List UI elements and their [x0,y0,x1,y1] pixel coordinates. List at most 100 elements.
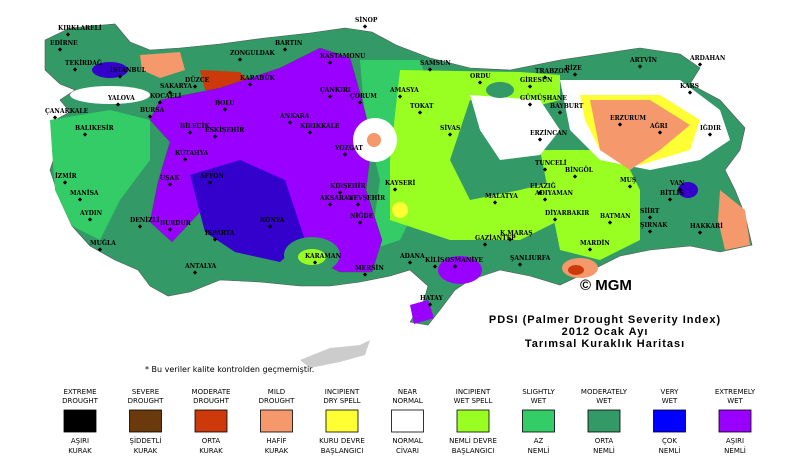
city-marker [407,260,413,265]
city-label: SİİRT [640,208,660,215]
region-extremely-wet [678,182,698,198]
city-marker [307,130,313,135]
legend-label-tr: ÇOK [662,437,677,445]
city-marker [552,217,558,222]
city-label: ADANA [399,253,425,260]
city-marker [182,157,188,162]
city-marker [72,67,78,72]
legend-label-en: DROUGHT [128,397,165,405]
city-label: TEKİRDAĞ [65,59,102,67]
region-mild-drought [718,190,750,250]
legend-label-tr: KURAK [68,447,92,455]
turkey-map [44,23,753,368]
city-marker [65,32,71,37]
city-marker [362,272,368,277]
city-marker [82,132,88,137]
legend-label-tr: BAŞLANGICI [452,447,495,455]
city-marker [237,57,243,62]
city-marker [657,130,663,135]
city-marker [52,115,58,120]
legend-label-tr: NEMLİ [593,446,615,455]
city-label: KİLİS [425,257,444,264]
legend-label-en: DROUGHT [193,397,230,405]
legend-label-en: MILD [268,388,285,396]
legend-label-tr: HAFİF [266,436,286,445]
legend-label-tr: NORMAL [392,437,422,445]
city-marker [247,82,253,87]
legend-label-en: MODERATELY [581,388,628,396]
city-label: YALOVA [107,95,135,102]
city-label: ERZİNCAN [530,130,568,137]
city-marker [542,197,548,202]
city-marker [482,242,488,247]
city-label: KASTAMONU [320,53,366,60]
city-marker [587,247,593,252]
city-label: MERSİN [355,265,384,272]
city-marker [697,230,703,235]
legend-label-en: WET [662,397,678,405]
region-incipient-wet [540,150,640,260]
city-label: KONYA [260,217,285,224]
region-incipient-dry [392,202,408,218]
title-line: Tarımsal Kuraklık Haritası [525,338,685,350]
city-label: TUNCELİ [535,160,567,167]
city-marker [87,217,93,222]
legend-label-en: VERY [661,388,680,396]
legend-label-en: EXTREME [63,388,96,396]
legend-label-en: NEAR [398,388,417,396]
city-marker [677,187,683,192]
city-label: KIRKLARELİ [58,25,102,32]
city-labels: KIRKLARELİ EDİRNE TEKİRDAĞ İSTANBUL KOCAELİ S… [45,17,726,307]
city-label: İSTANBUL [110,67,147,74]
city-label: GİRESUN [520,77,553,84]
city-marker [115,102,121,107]
city-label: AKSARAY [319,195,353,202]
legend-label-tr: ORTA [595,437,614,445]
city-label: KIRŞEHİR [330,183,366,190]
city-label: SAKARYA [160,83,192,90]
region-mild-drought [590,100,690,170]
region-moderately-wet [486,82,514,98]
region-very-wet [190,160,305,262]
city-label: DENİZLİ [130,217,160,224]
region-very-wet [92,62,128,78]
city-marker [97,247,103,252]
city-marker [667,197,673,202]
city-label: ŞANLIURFA [510,255,551,262]
city-label: DÜZCE [185,77,210,84]
city-label: HATAY [420,295,443,302]
city-label: BATMAN [600,213,631,220]
city-label: RİZE [565,65,582,72]
city-marker [647,229,653,234]
city-marker [187,130,193,135]
legend-label-tr: ORTA [202,437,221,445]
city-marker [222,107,228,112]
city-marker [157,100,163,105]
city-marker [537,137,543,142]
legend-label-en: SEVERE [132,388,159,396]
city-marker [167,227,173,232]
region-mild-drought [140,52,185,78]
legend-label-tr: KURU DEVRE [319,437,365,445]
city-label: KIRIKKALE [300,123,340,130]
city-label: KARS [680,83,699,90]
legend-swatch [522,409,555,433]
city-label: DİYARBAKIR [545,210,590,217]
region-slightly-wet [298,249,326,265]
city-label: KOCAELİ [150,93,182,100]
city-label: BİTLİS [660,190,684,197]
city-label: KÜTAHYA [175,150,209,157]
city-label: OSMANİYE [445,257,483,264]
city-label: ARDAHAN [689,55,726,62]
city-label: SİNOP [355,17,378,24]
legend-label-tr: AZ [534,437,544,445]
legend-label-tr: AŞIRI [726,437,744,445]
city-label: SİVAS [440,125,460,132]
legend-label-tr: BAŞLANGICI [321,447,364,455]
city-label: IĞDIR [700,124,722,132]
city-label: MUĞLA [90,239,116,247]
city-label: MARDİN [580,240,610,247]
legend-swatch [260,409,293,433]
city-marker [355,202,361,207]
legend-swatch [456,409,490,433]
